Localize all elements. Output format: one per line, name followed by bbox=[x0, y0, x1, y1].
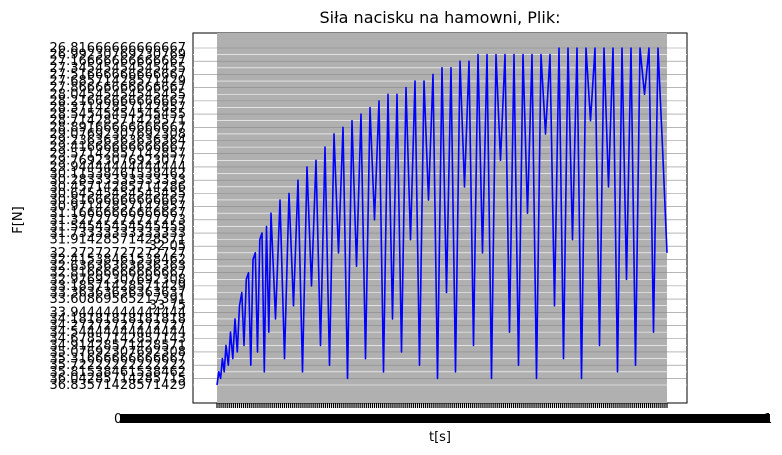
series-group bbox=[216, 47, 668, 386]
y-tick-label: 30.64545454545455 bbox=[50, 186, 186, 201]
y-tick-label: 36.83571428571429 bbox=[50, 378, 186, 393]
y-tick-label: 35.07692307692308 bbox=[50, 345, 186, 360]
y-tick-label: 28.89166666666667 bbox=[50, 120, 186, 135]
y-tick-label: 32.63636363636363 bbox=[50, 259, 186, 274]
y-tick-label: 30.81666666666667 bbox=[50, 193, 186, 208]
y-axis-label: F[N] bbox=[11, 206, 26, 233]
y-tick-label: 27.86666666666667 bbox=[50, 81, 186, 96]
y-tick-label: 29.94444444444444 bbox=[50, 160, 186, 175]
y-tick-label: 29.23636363636364 bbox=[50, 134, 186, 149]
y-tick-label: 28.71428571428571 bbox=[50, 114, 186, 129]
y-tick-label: 27.51666666666667 bbox=[50, 67, 186, 82]
y-tick-label: 32.27272727272727 bbox=[50, 246, 186, 261]
y-tick-label: 29.41666666666667 bbox=[50, 140, 186, 155]
y-tick-label: 30.28333333333333 bbox=[50, 173, 186, 188]
y-tick-label: 36.04285714285715 bbox=[50, 371, 186, 386]
y-tick-label: 28.04545454545455 bbox=[50, 87, 186, 102]
y-tick-label: 28.37142857142857 bbox=[50, 100, 186, 115]
x-axis-label: t[s] bbox=[429, 430, 451, 445]
y-tick-label: 26.99230769230769 bbox=[50, 48, 186, 63]
y-tick-label: 35.72222222222222 bbox=[50, 358, 186, 373]
series-line bbox=[216, 47, 668, 386]
y-tick-label: 30.97142857142857 bbox=[50, 200, 186, 215]
y-tick-label: 27.68571428571429 bbox=[50, 74, 186, 89]
y-tick-label: 34.54444444444444 bbox=[50, 325, 186, 340]
y-tick-label: 32.81666666666667 bbox=[50, 266, 186, 281]
y-tick-label: 33.94444444444444 bbox=[50, 305, 186, 320]
y-tick-labels: 36.8357142857142936.0428571428571535.815… bbox=[50, 41, 186, 393]
y-tick-label: 27.16666666666667 bbox=[50, 54, 186, 69]
y-tick-label: 30.11538461538462 bbox=[50, 167, 186, 182]
x-tick-labels-band bbox=[120, 414, 770, 423]
y-tick-label: 33.75 bbox=[149, 299, 186, 314]
y-tick-label: 32.41538461538462 bbox=[50, 252, 186, 267]
y-tick-label: 34.18181818181818 bbox=[50, 312, 186, 327]
chart-title: Siła nacisku na hamowni, Plik: bbox=[320, 8, 561, 27]
y-tick-label: 33.60869565217391 bbox=[50, 292, 186, 307]
y-tick-label: 29.57142857142857 bbox=[50, 147, 186, 162]
y-tick-label: 34.67857142857143 bbox=[50, 332, 186, 347]
y-tick-label: 35.31666666666667 bbox=[50, 352, 186, 367]
y-tick-label: 35.81538461538462 bbox=[50, 365, 186, 380]
y-tick-label: 31.91428571428571 bbox=[50, 233, 186, 248]
y-tick-label: 33.36363636363637 bbox=[50, 285, 186, 300]
y-tick-label: 34.91428571428571 bbox=[50, 338, 186, 353]
y-tick-label: 31.16666666666667 bbox=[50, 206, 186, 221]
y-tick-label: 32.05 bbox=[149, 239, 186, 254]
y-tick-label: 31.32727272727273 bbox=[50, 213, 186, 228]
y-tick-label: 28.54545454545455 bbox=[50, 107, 186, 122]
y-tick-label: 31.54545454545455 bbox=[50, 219, 186, 234]
y-tick-label: 26.81666666666667 bbox=[50, 41, 186, 56]
y-tick-label: 31.73333333333333 bbox=[50, 226, 186, 241]
y-tick-label: 29.07692307692308 bbox=[50, 127, 186, 142]
y-tick-label: 27.34545454545455 bbox=[50, 61, 186, 76]
y-tick-label: 34.27272727272727 bbox=[50, 319, 186, 334]
y-tick-label: 30.45714285714286 bbox=[50, 180, 186, 195]
y-tick-label: 29.76923076923077 bbox=[50, 153, 186, 168]
y-tick-label: 28.21666666666667 bbox=[50, 94, 186, 109]
y-tick-label: 33.18571428571429 bbox=[50, 279, 186, 294]
x-tick-label: 1 bbox=[764, 412, 772, 427]
x-tick-label: 0 bbox=[114, 412, 122, 427]
y-tick-label: 32.97692307692308 bbox=[50, 272, 186, 287]
